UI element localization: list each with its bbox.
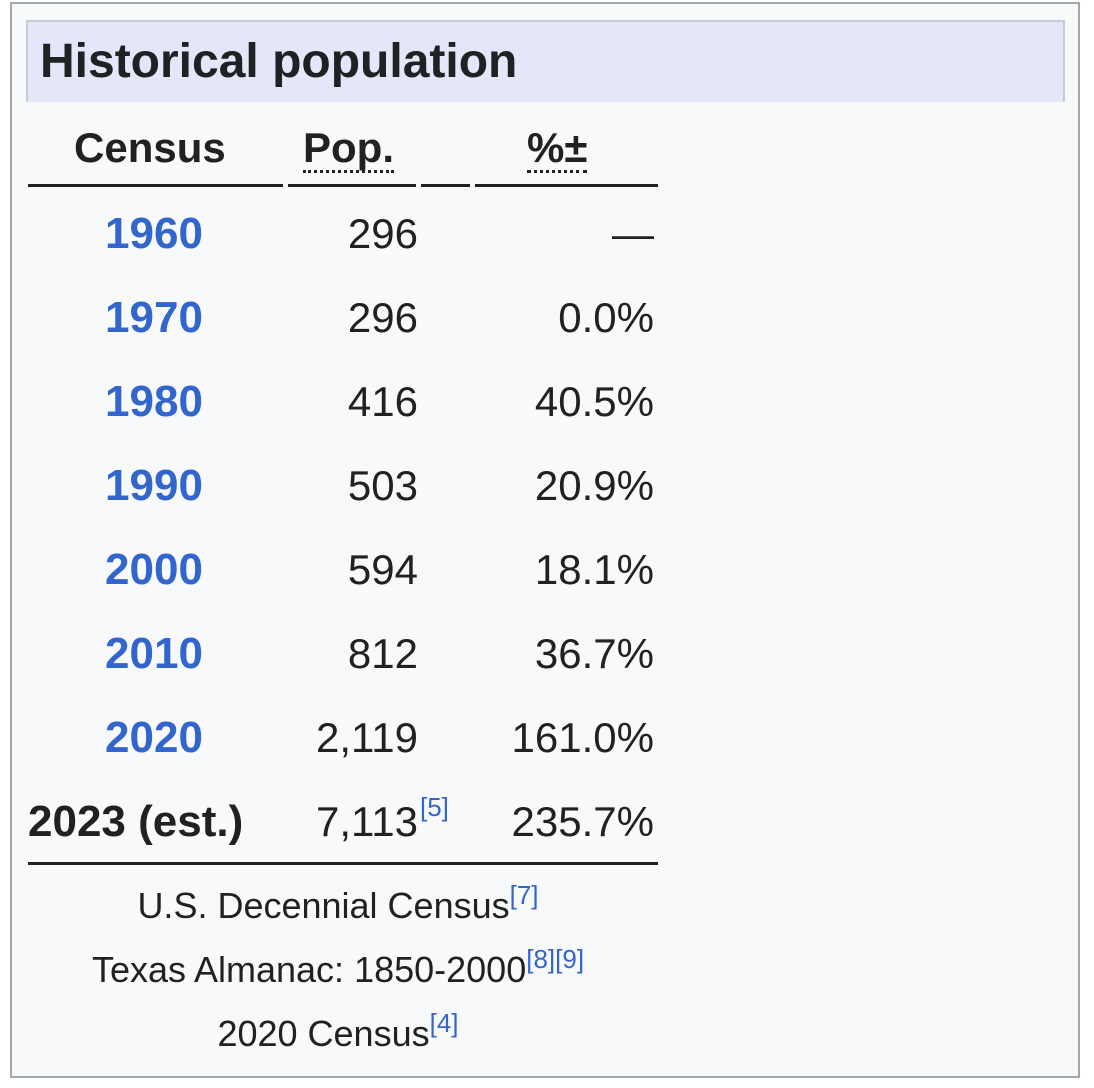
census-year-link[interactable]: 1980 <box>105 377 203 426</box>
table-row: 2010 812 36.7% <box>0 612 660 696</box>
header-rule-census <box>28 184 283 187</box>
table-row: 2020 2,119 161.0% <box>0 696 660 780</box>
citation-link[interactable]: [5] <box>420 792 449 822</box>
footer-source-text[interactable]: 2020 Census <box>217 1013 430 1054</box>
census-year-link[interactable]: 2000 <box>105 545 203 594</box>
header-rule-change <box>475 184 658 187</box>
percent-change: 0.0% <box>558 294 654 341</box>
table-title: Historical population <box>40 35 518 88</box>
population-value: 594 <box>347 546 418 593</box>
footer-rule <box>28 862 658 865</box>
population-value: 503 <box>347 462 418 509</box>
percent-change: 36.7% <box>534 630 654 677</box>
citation-link[interactable]: [7] <box>509 880 539 910</box>
citation-link[interactable]: [4] <box>429 1008 459 1038</box>
population-value: 7,113 <box>316 798 418 845</box>
population-value: 296 <box>347 294 418 341</box>
census-year-link[interactable]: 2010 <box>105 629 203 678</box>
census-year-link[interactable]: 1970 <box>105 293 203 342</box>
table-row: 1960 296 — <box>0 192 660 276</box>
census-year-link[interactable]: 2020 <box>105 713 203 762</box>
table-title-bar: Historical population <box>26 20 1065 102</box>
percent-change: 20.9% <box>534 462 654 509</box>
table-row-estimate: 2023 (est.) 7,113 [5] 235.7% <box>0 780 660 864</box>
table-row: 2000 594 18.1% <box>0 528 660 612</box>
population-value: 812 <box>347 630 418 677</box>
footer-source-text[interactable]: U.S. Decennial Census <box>137 885 510 926</box>
footer-source: U.S. Decennial Census[7] <box>18 880 658 927</box>
header-rule-gap <box>421 184 470 187</box>
header-change[interactable]: %± <box>527 124 588 173</box>
percent-change: 40.5% <box>534 378 654 425</box>
percent-change: — <box>612 210 654 257</box>
census-year-link[interactable]: 1990 <box>105 461 203 510</box>
table-row: 1970 296 0.0% <box>0 276 660 360</box>
historical-population-box <box>10 2 1080 1078</box>
footer-source: Texas Almanac: 1850-2000[8][9] <box>18 944 658 991</box>
population-value: 296 <box>347 210 418 257</box>
table-row: 1990 503 20.9% <box>0 444 660 528</box>
header-census: Census <box>74 124 226 171</box>
percent-change: 161.0% <box>511 714 654 761</box>
footer-source: 2020 Census[4] <box>18 1008 658 1055</box>
citation-link[interactable]: [8][9] <box>526 944 585 974</box>
header-rule-pop <box>288 184 416 187</box>
census-year-link[interactable]: 1960 <box>105 209 203 258</box>
population-value: 416 <box>347 378 418 425</box>
table-row: 1980 416 40.5% <box>0 360 660 444</box>
header-pop[interactable]: Pop. <box>303 124 394 173</box>
population-value: 2,119 <box>316 714 418 761</box>
census-year-estimate: 2023 (est.) <box>28 797 244 846</box>
percent-change: 18.1% <box>534 546 654 593</box>
percent-change: 235.7% <box>511 798 654 845</box>
footer-source-text[interactable]: Texas Almanac: 1850-2000 <box>91 949 527 990</box>
